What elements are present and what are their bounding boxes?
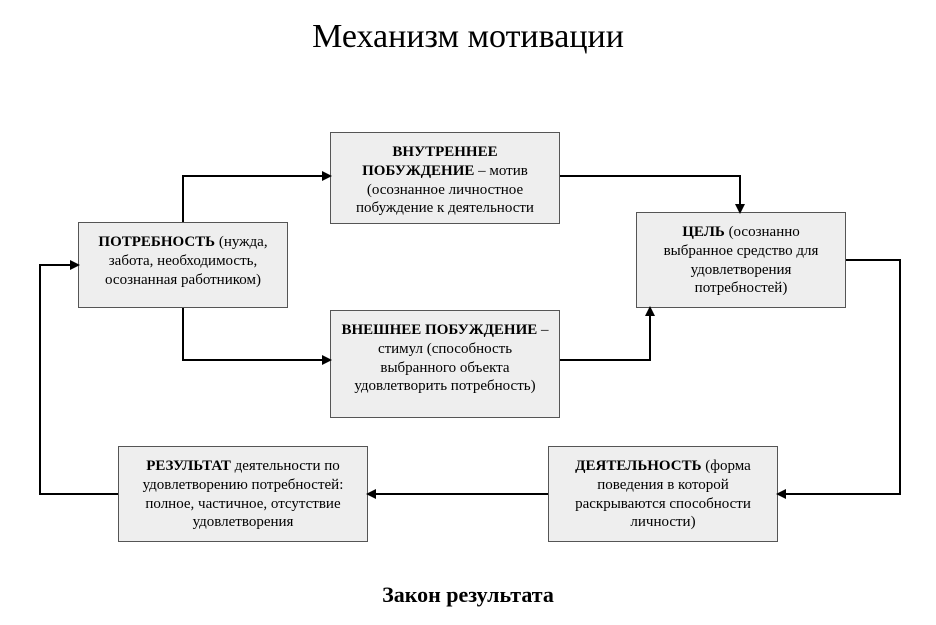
footer-title: Закон результата (0, 582, 936, 608)
page-title: Механизм мотивации (0, 18, 936, 56)
node-need: ПОТРЕБНОСТЬ (нужда, забота, необходимост… (78, 222, 288, 308)
edge-need-to-outer (183, 308, 330, 360)
node-goal: ЦЕЛЬ (осознанно выбранное средство для у… (636, 212, 846, 308)
node-goal-bold: ЦЕЛЬ (682, 224, 725, 240)
node-inner-motivation: ВНУТРЕННЕЕ ПОБУЖДЕНИЕ – мотив (осознанно… (330, 132, 560, 224)
edge-outer-to-goal (560, 308, 650, 360)
node-need-bold: ПОТРЕБНОСТЬ (98, 234, 215, 250)
edge-need-to-inner (183, 176, 330, 222)
node-result: РЕЗУЛЬТАТ деятельности по удовлетворению… (118, 446, 368, 542)
edge-inner-to-goal (560, 176, 740, 212)
node-activity: ДЕЯТЕЛЬНОСТЬ (форма поведения в которой … (548, 446, 778, 542)
node-outer-bold: ВНЕШНЕЕ ПОБУЖДЕНИЕ (341, 322, 537, 338)
node-outer-motivation: ВНЕШНЕЕ ПОБУЖДЕНИЕ – стимул (способность… (330, 310, 560, 418)
node-result-bold: РЕЗУЛЬТАТ (146, 458, 231, 474)
node-activity-bold: ДЕЯТЕЛЬНОСТЬ (575, 458, 701, 474)
